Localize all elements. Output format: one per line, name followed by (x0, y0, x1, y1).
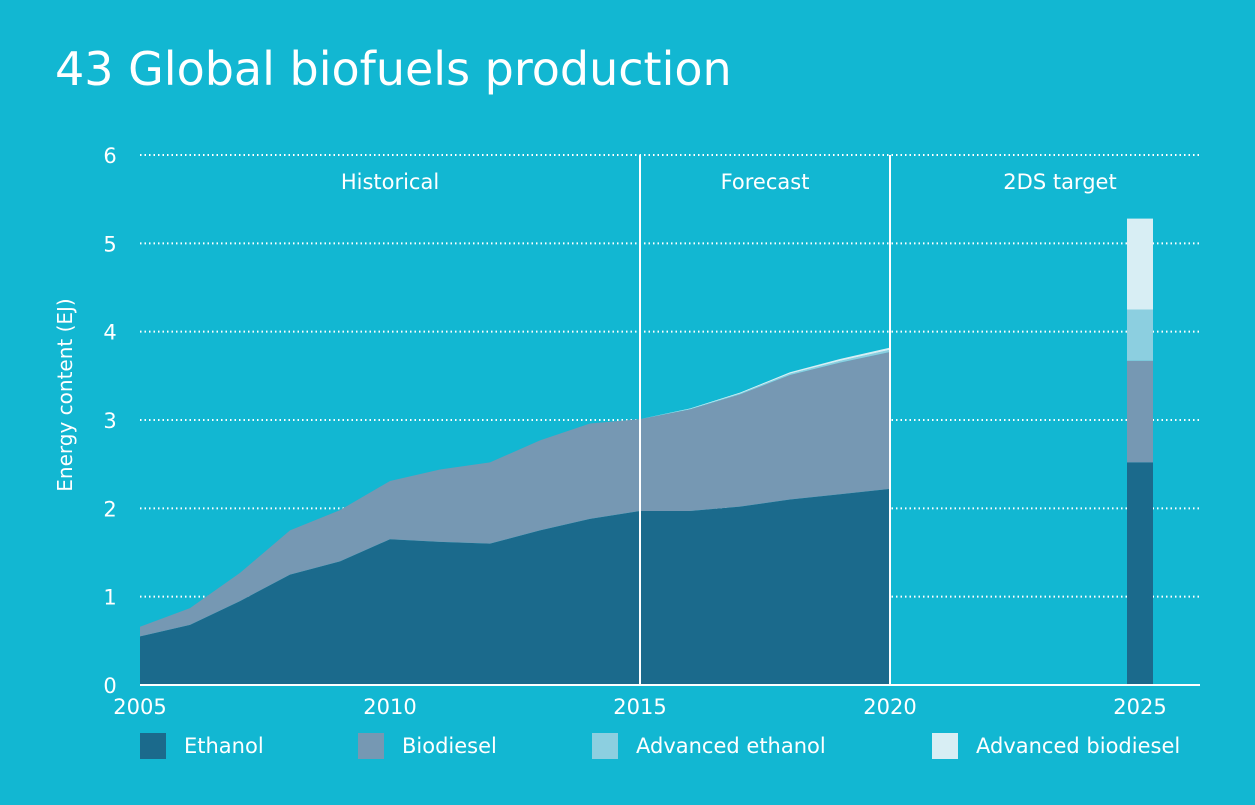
legend-swatch-advanced-biodiesel (932, 733, 958, 759)
legend-item-ethanol: Ethanol (140, 731, 264, 761)
legend-label-biodiesel: Biodiesel (402, 734, 497, 758)
x-tick-label-2025: 2025 (1113, 695, 1166, 719)
chart-title: 43 Global biofuels production (55, 42, 732, 96)
target-bar-advanced-ethanol (1127, 309, 1153, 361)
axis-labels: Historical Forecast 2DS target 0 1 2 3 4 5 6 2005 2… (53, 144, 1167, 719)
stacked-areas (140, 347, 890, 685)
legend-label-advanced-ethanol: Advanced ethanol (636, 734, 826, 758)
x-tick-label-2005: 2005 (113, 695, 166, 719)
area-biodiesel (140, 351, 890, 637)
target-bar (1127, 218, 1153, 685)
legend-swatch-biodiesel (358, 733, 384, 759)
x-tick-label-2015: 2015 (613, 695, 666, 719)
section-label-2ds-target: 2DS target (1003, 170, 1116, 194)
target-bar-biodiesel (1127, 360, 1153, 463)
y-tick-label-5: 5 (103, 232, 116, 256)
legend-label-ethanol: Ethanol (184, 734, 264, 758)
y-tick-label-3: 3 (103, 409, 116, 433)
y-axis-label: Energy content (EJ) (53, 298, 77, 491)
y-tick-label-2: 2 (103, 497, 116, 521)
section-dividers (639, 155, 891, 685)
section-label-forecast: Forecast (721, 170, 810, 194)
legend-item-advanced-biodiesel: Advanced biodiesel (932, 731, 1180, 761)
y-tick-label-0: 0 (103, 674, 116, 698)
y-tick-label-1: 1 (103, 586, 116, 610)
target-bar-ethanol (1127, 462, 1153, 685)
legend-swatch-advanced-ethanol (592, 733, 618, 759)
y-tick-label-4: 4 (103, 321, 116, 345)
target-bar-advanced-biodiesel (1127, 218, 1153, 310)
legend-swatch-ethanol (140, 733, 166, 759)
area-ethanol (140, 488, 890, 685)
legend-item-advanced-ethanol: Advanced ethanol (592, 731, 826, 761)
legend-label-advanced-biodiesel: Advanced biodiesel (976, 734, 1181, 758)
x-tick-label-2020: 2020 (863, 695, 916, 719)
legend-item-biodiesel: Biodiesel (358, 731, 497, 761)
section-label-historical: Historical (341, 170, 439, 194)
y-tick-label-6: 6 (103, 144, 116, 168)
x-tick-label-2010: 2010 (363, 695, 416, 719)
